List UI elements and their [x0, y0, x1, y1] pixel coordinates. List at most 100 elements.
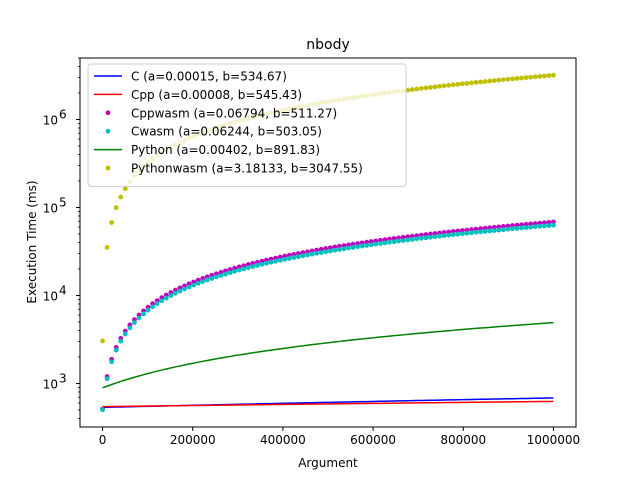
data-point	[464, 80, 470, 86]
data-point	[100, 338, 105, 344]
data-point	[418, 235, 424, 241]
y-tick-label: 10	[43, 377, 58, 391]
data-point	[523, 75, 529, 81]
data-point	[464, 230, 470, 236]
data-point	[200, 279, 206, 284]
data-point	[528, 74, 534, 80]
data-point	[418, 86, 424, 91]
data-point	[122, 186, 128, 192]
data-point	[532, 224, 538, 230]
data-point	[396, 238, 401, 244]
data-point	[423, 85, 429, 91]
chart-title: nbody	[306, 37, 350, 53]
data-point	[355, 244, 361, 250]
y-tick-label: 10	[43, 289, 58, 303]
data-point	[286, 256, 292, 261]
data-point	[359, 243, 365, 249]
data-point	[487, 228, 493, 234]
data-point	[400, 238, 406, 243]
data-point	[473, 229, 479, 235]
data-point	[209, 275, 215, 281]
data-point	[314, 250, 320, 256]
data-point	[510, 76, 515, 82]
y-tick-exponent: 4	[59, 283, 67, 297]
data-point	[163, 295, 169, 301]
data-point	[450, 232, 456, 238]
data-point	[519, 75, 524, 81]
data-point	[350, 244, 356, 250]
data-point	[537, 74, 543, 79]
x-tick-label: 200000	[170, 433, 216, 447]
data-point	[487, 78, 493, 84]
data-point	[510, 226, 515, 232]
data-point	[122, 331, 128, 337]
data-point	[428, 234, 433, 240]
data-point	[482, 79, 488, 84]
data-point	[551, 222, 556, 228]
data-point	[182, 286, 187, 292]
x-tick-label: 0	[99, 433, 107, 447]
x-axis: 0 200000 400000 600000 800000 1000000	[99, 427, 580, 447]
data-point	[141, 311, 146, 317]
data-point	[295, 254, 301, 260]
data-point	[414, 236, 420, 242]
x-tick-label: 1000000	[527, 433, 580, 447]
legend-label-cpp: Cpp (a=0.00008, b=545.43)	[131, 88, 302, 102]
data-point	[482, 229, 488, 234]
data-point	[469, 230, 474, 236]
data-point	[446, 82, 452, 88]
data-point	[241, 266, 247, 272]
data-point	[496, 77, 502, 83]
data-point	[177, 288, 183, 294]
data-point	[455, 81, 461, 87]
series-line	[102, 400, 554, 408]
data-point	[113, 205, 119, 211]
data-point	[541, 73, 547, 79]
data-point	[327, 248, 333, 254]
data-point	[318, 250, 324, 255]
data-point	[250, 264, 256, 269]
data-point	[377, 241, 383, 246]
data-point	[136, 315, 142, 321]
data-point	[514, 225, 520, 231]
data-point	[273, 258, 279, 264]
legend-marker-pythonwasm	[105, 165, 111, 171]
data-point	[168, 293, 174, 299]
data-point	[173, 290, 178, 296]
x-tick-label: 800000	[440, 433, 486, 447]
data-point	[227, 270, 233, 276]
y-tick-label: 10	[43, 201, 58, 215]
legend-label-python: Python (a=0.00402, b=891.83)	[131, 143, 320, 157]
data-point	[300, 253, 306, 259]
data-point	[423, 235, 429, 241]
data-point	[336, 247, 342, 252]
series-python	[102, 321, 554, 389]
data-point	[323, 249, 329, 255]
legend-box	[87, 63, 407, 187]
data-point	[232, 268, 238, 274]
data-point	[541, 223, 547, 229]
data-point	[428, 85, 433, 90]
data-point	[159, 298, 165, 304]
legend-label-pythonwasm: Pythonwasm (a=3.18133, b=3047.55)	[131, 162, 363, 176]
data-point	[387, 239, 392, 245]
data-point	[459, 231, 465, 237]
data-point	[500, 77, 506, 83]
data-point	[409, 236, 415, 242]
data-point	[519, 225, 524, 231]
data-point	[469, 80, 474, 86]
data-point	[109, 220, 115, 226]
data-point	[455, 231, 461, 237]
data-point	[100, 407, 105, 413]
data-point	[282, 256, 288, 262]
data-point	[373, 241, 379, 247]
data-point	[268, 259, 274, 265]
legend-label-cwasm: Cwasm (a=0.06244, b=503.05)	[131, 125, 322, 139]
data-point	[473, 80, 479, 85]
data-point	[432, 234, 438, 240]
data-point	[551, 72, 556, 78]
data-point	[441, 233, 447, 239]
data-point	[505, 76, 511, 82]
